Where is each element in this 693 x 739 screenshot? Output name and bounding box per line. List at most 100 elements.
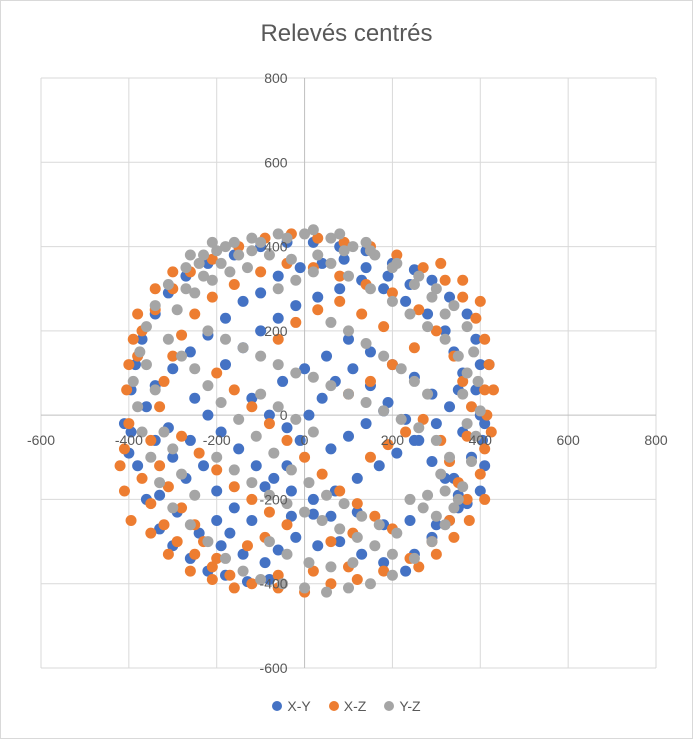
- legend-item: X-Z: [328, 698, 367, 714]
- data-point: [439, 485, 451, 497]
- data-point: [391, 447, 403, 459]
- data-point: [290, 316, 302, 328]
- data-point: [167, 502, 179, 514]
- legend-marker-icon: [272, 701, 283, 711]
- data-point: [457, 291, 469, 303]
- data-point: [470, 430, 482, 442]
- data-point: [294, 434, 306, 446]
- data-point: [417, 262, 429, 274]
- data-point: [485, 426, 497, 438]
- data-point: [246, 477, 258, 489]
- scatter-marks: [114, 224, 499, 598]
- data-point: [439, 325, 451, 337]
- data-point: [171, 304, 183, 316]
- data-point: [470, 333, 482, 345]
- data-point: [448, 502, 460, 514]
- data-point: [312, 232, 324, 244]
- data-point: [215, 257, 227, 269]
- data-point: [463, 515, 475, 526]
- data-point: [233, 249, 245, 261]
- data-point: [307, 371, 319, 383]
- data-point: [202, 409, 214, 421]
- data-point: [167, 350, 179, 362]
- data-point: [211, 367, 223, 379]
- data-point: [206, 561, 218, 573]
- data-point: [255, 266, 267, 278]
- data-point: [408, 434, 420, 446]
- data-point: [215, 426, 227, 438]
- data-point: [430, 519, 442, 531]
- data-point: [316, 515, 328, 526]
- data-point: [351, 498, 363, 510]
- data-point: [228, 582, 240, 594]
- data-point: [228, 464, 240, 476]
- data-point: [461, 367, 473, 379]
- data-point: [468, 346, 480, 358]
- data-point: [237, 295, 249, 307]
- data-point: [426, 536, 438, 548]
- data-point: [176, 430, 188, 442]
- data-point: [246, 245, 258, 257]
- data-point: [426, 274, 438, 286]
- data-point: [474, 485, 486, 497]
- data-point: [118, 443, 130, 455]
- data-point: [325, 232, 337, 244]
- data-point: [316, 392, 328, 404]
- data-point: [281, 548, 293, 560]
- data-point: [386, 569, 398, 581]
- data-point: [343, 325, 354, 337]
- data-point: [184, 519, 196, 531]
- data-point: [145, 527, 157, 539]
- data-point: [461, 418, 473, 430]
- data-point: [127, 333, 139, 345]
- data-point: [272, 359, 284, 371]
- data-point: [184, 565, 196, 577]
- data-point: [220, 552, 231, 564]
- data-point: [364, 451, 376, 463]
- data-point: [299, 582, 311, 594]
- x-tick-label: 200: [381, 432, 405, 448]
- data-point: [386, 295, 398, 307]
- data-point: [162, 481, 174, 493]
- data-point: [277, 578, 289, 590]
- data-point: [382, 397, 394, 408]
- data-point: [285, 464, 297, 476]
- data-point: [430, 325, 442, 337]
- legend-item: Y-Z: [384, 698, 421, 714]
- data-point: [417, 413, 429, 425]
- data-point: [198, 460, 210, 472]
- data-point: [167, 451, 179, 463]
- data-point: [299, 363, 311, 375]
- data-point: [474, 295, 486, 307]
- data-point: [123, 359, 135, 371]
- data-point: [233, 413, 245, 425]
- data-point: [281, 498, 293, 510]
- data-point: [281, 422, 293, 434]
- data-point: [136, 333, 148, 345]
- data-point: [167, 266, 179, 278]
- x-tick-label: 400: [469, 432, 493, 448]
- data-point: [408, 375, 420, 387]
- data-point: [259, 481, 271, 493]
- data-point: [228, 384, 240, 396]
- data-point: [246, 392, 258, 404]
- data-point: [154, 489, 166, 501]
- data-point: [325, 257, 337, 269]
- data-point: [439, 519, 451, 531]
- data-point: [386, 287, 398, 299]
- data-point: [145, 434, 157, 446]
- data-point: [325, 380, 337, 392]
- data-point: [263, 536, 275, 548]
- data-point: [487, 384, 499, 396]
- data-point: [224, 527, 236, 539]
- data-point: [237, 548, 249, 560]
- legend-label: X-Z: [343, 698, 367, 714]
- data-point: [364, 245, 376, 257]
- data-point: [316, 257, 328, 269]
- data-point: [307, 426, 319, 438]
- data-point: [356, 548, 368, 560]
- data-point: [457, 375, 469, 387]
- data-point: [338, 236, 350, 248]
